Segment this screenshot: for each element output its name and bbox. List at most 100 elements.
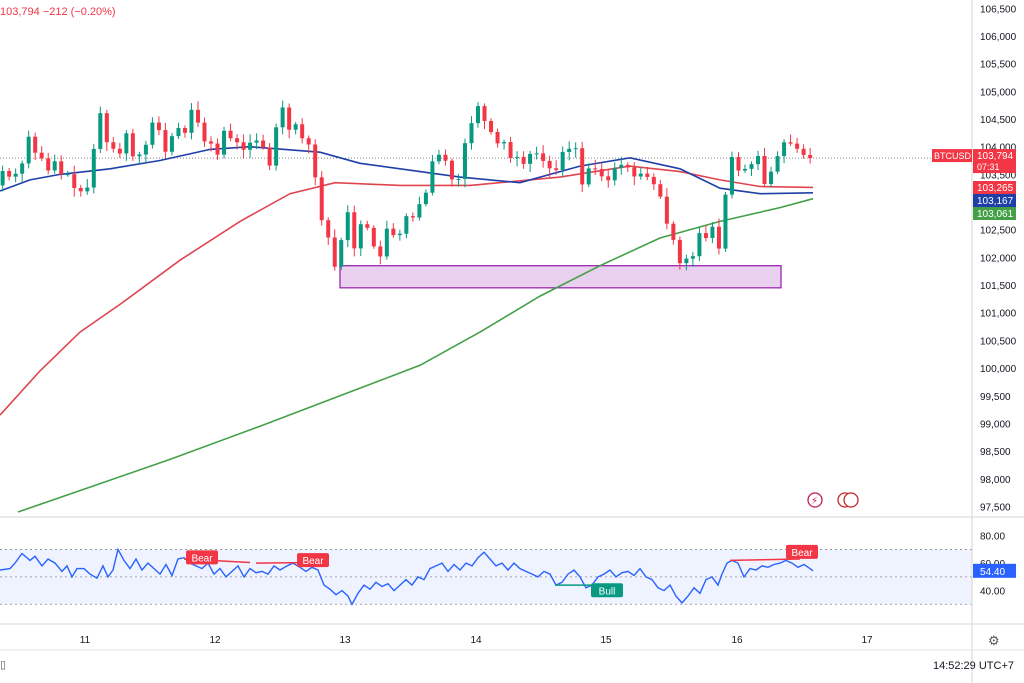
us-flag-icon-2	[843, 492, 859, 508]
candle-body	[723, 194, 728, 249]
calendar-icon[interactable]: ▯	[0, 659, 7, 671]
ma-price-tag	[973, 181, 1016, 194]
candle-body	[98, 113, 103, 149]
candle-body	[85, 187, 90, 192]
candle-body	[502, 142, 507, 144]
candle-body	[65, 174, 70, 176]
candle-body	[703, 233, 708, 238]
candle-body	[749, 164, 754, 169]
rsi-tick-label: 40.00	[980, 587, 1005, 598]
candle-body	[91, 148, 96, 188]
candle-body	[436, 154, 441, 162]
candle-body	[287, 107, 292, 130]
candle-body	[423, 192, 428, 205]
candle-body	[378, 246, 383, 257]
candle-body	[788, 142, 793, 144]
ma-price-tag	[973, 194, 1016, 207]
candle-body	[124, 133, 129, 154]
candle-body	[267, 147, 272, 166]
candle-body	[410, 216, 415, 218]
candle-body	[111, 142, 116, 149]
candle-body	[13, 173, 18, 177]
symbol-tag	[932, 149, 972, 163]
gear-icon[interactable]: ⚙	[988, 633, 1000, 648]
candle-body	[117, 148, 122, 154]
candle-body	[742, 168, 747, 171]
candle-body	[404, 216, 409, 234]
candle-body	[319, 177, 324, 221]
candle-body	[358, 224, 363, 249]
price-tick-label: 101,000	[980, 309, 1017, 320]
candle-body	[560, 151, 565, 170]
price-tick-label: 102,000	[980, 253, 1017, 264]
candle-body	[163, 130, 168, 152]
candle-body	[690, 256, 695, 259]
candle-body	[313, 144, 318, 178]
candle-body	[46, 158, 51, 171]
candle-body	[371, 227, 376, 247]
candle-body	[573, 148, 578, 150]
candle-body	[769, 171, 774, 184]
candle-body	[130, 133, 135, 157]
price-tick-label: 98,000	[980, 475, 1011, 486]
ma-fast-line	[0, 145, 814, 195]
candle-body	[430, 161, 435, 193]
price-tick-label: 105,500	[980, 60, 1017, 71]
candle-body	[150, 122, 155, 145]
candle-body	[254, 140, 259, 143]
candle-body	[261, 140, 266, 148]
rsi-tick-label: 80.00	[980, 532, 1005, 543]
price-tick-label: 101,500	[980, 281, 1017, 292]
price-tick-label: 106,500	[980, 4, 1017, 15]
price-tick-label: 100,500	[980, 336, 1017, 347]
candle-body	[417, 204, 422, 218]
candle-body	[580, 148, 585, 185]
candle-body	[554, 168, 559, 170]
candle-body	[137, 154, 142, 157]
candle-body	[508, 142, 513, 159]
candle-body	[515, 156, 520, 159]
price-tick-label: 103,500	[980, 170, 1017, 181]
rsi-value: 54.40	[980, 567, 1005, 578]
candle-body	[684, 258, 689, 264]
candle-body	[729, 157, 734, 195]
candle-body	[293, 124, 298, 130]
bear-label: Bear	[302, 556, 324, 567]
candle-body	[795, 143, 800, 149]
candle-body	[710, 226, 715, 238]
candle-body	[638, 173, 643, 177]
candle-body	[619, 164, 624, 168]
candle-body	[339, 240, 344, 267]
candle-body	[476, 106, 481, 124]
time-tick-label: 11	[80, 635, 91, 646]
lightning-glyph: ⚡	[811, 496, 818, 507]
candle-body	[547, 160, 552, 169]
bear-badge	[297, 553, 329, 568]
bear-label: Bear	[191, 553, 213, 564]
candle-body	[352, 212, 357, 249]
price-tick-label: 102,500	[980, 226, 1017, 237]
candle-body	[195, 109, 200, 123]
candle-body	[521, 156, 526, 164]
ma-price-value: 103,061	[977, 209, 1014, 220]
bull-badge	[591, 583, 623, 598]
candle-body	[235, 138, 240, 143]
candle-body	[651, 176, 656, 185]
candle-body	[456, 178, 461, 180]
candle-body	[586, 168, 591, 185]
time-tick-label: 12	[209, 635, 221, 646]
candle-body	[72, 174, 77, 188]
candle-body	[280, 107, 285, 128]
candle-body	[606, 176, 611, 181]
candle-body	[397, 233, 402, 236]
bull-label: Bull	[599, 586, 616, 597]
candle-body	[143, 144, 148, 155]
candle-body	[469, 123, 474, 144]
candle-body	[612, 167, 617, 181]
candle-body	[632, 167, 637, 177]
candle-body	[775, 156, 780, 172]
price-tick-label: 97,500	[980, 502, 1011, 513]
price-tick-label: 98,500	[980, 447, 1011, 458]
